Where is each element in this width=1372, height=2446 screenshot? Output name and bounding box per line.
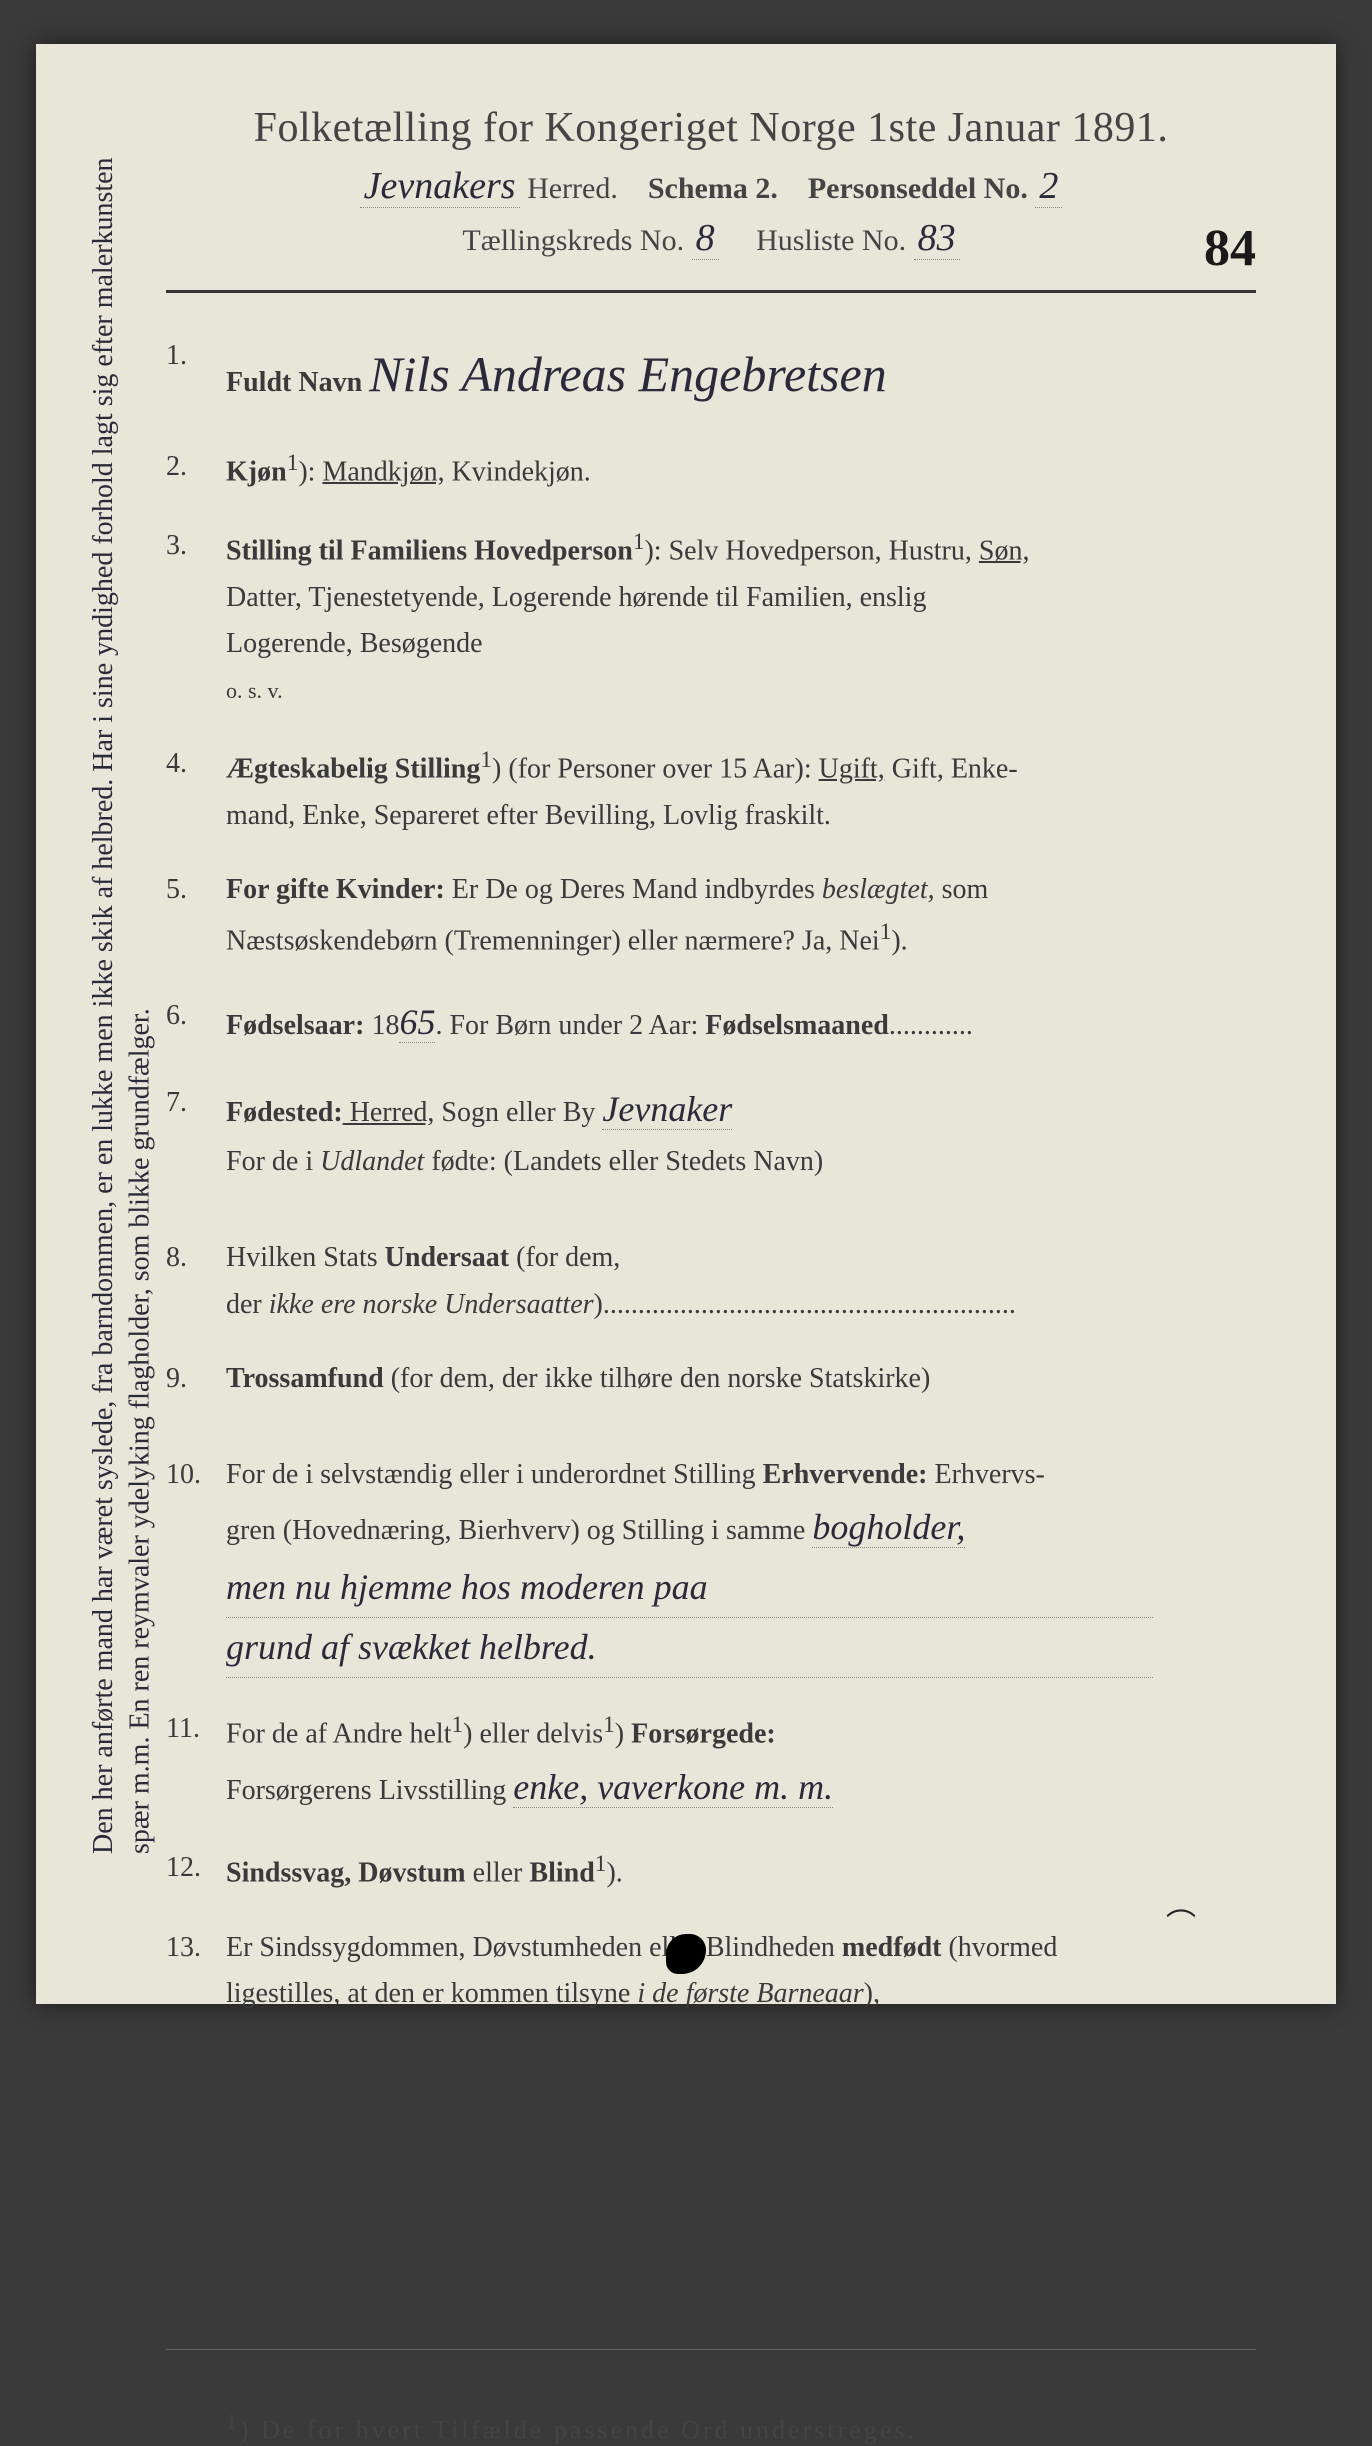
item-14-temp-present: 14. For de kun midlertidigt Tilstedevære… (166, 2097, 1256, 2189)
herred-label: Herred. (527, 172, 618, 205)
sex-selected: Mandkjøn, (322, 456, 444, 487)
page-number-stamp: 84 (1204, 219, 1256, 278)
form-title: Folketælling for Kongeriget Norge 1ste J… (166, 104, 1256, 152)
census-form-page: Den her anførte mand har været syslede, … (36, 44, 1336, 2004)
name-handwritten: Nils Andreas Engebretsen (369, 346, 887, 402)
occupation-hw2: men nu hjemme hos moderen paa (226, 1558, 1153, 1618)
taellingskreds-num: 8 (692, 217, 719, 260)
header-line-1: Jevnakers Herred. Schema 2. Personseddel… (166, 164, 1256, 208)
item-12-disability: 12. Sindssvag, Døvstum eller Blind1). (166, 1845, 1256, 1897)
footnote-divider (166, 2349, 1256, 2350)
taellingskreds-label: Tællingskreds No. (462, 224, 684, 257)
personseddel-num: 2 (1035, 165, 1062, 208)
occupation-hw1: bogholder, (812, 1507, 965, 1548)
birthplace-handwritten: Jevnaker (602, 1089, 732, 1130)
margin-handwriting: Den her anførte mand har været syslede, … (86, 154, 159, 1854)
item-8-citizenship: 8. Hvilken Stats Undersaat (for dem, der… (166, 1235, 1256, 1327)
item-9-religion: 9. Trossamfund (for dem, der ikke tilhør… (166, 1356, 1256, 1402)
occupation-hw3: grund af svækket helbred. (226, 1618, 1153, 1678)
relation-selected: Søn, (979, 535, 1030, 566)
header-divider (166, 290, 1256, 293)
husliste-label: Husliste No. (756, 224, 906, 257)
form-header: Folketælling for Kongeriget Norge 1ste J… (166, 104, 1256, 260)
item-13-congenital: 13. Er Sindssygdommen, Døvstumheden elle… (166, 1925, 1256, 2069)
header-line-2: Tællingskreds No. 8 Husliste No. 83 (166, 216, 1256, 260)
item-7-birthplace: 7. Fødested: Herred, Sogn eller By Jevna… (166, 1080, 1256, 1186)
item-10-occupation: 10. For de i selvstændig eller i underor… (166, 1452, 1256, 1678)
birthyear-handwritten: 65 (399, 1002, 435, 1043)
item-1-name: 1. Fuldt Navn Nils Andreas Engebretsen (166, 333, 1256, 416)
item-3-relation: 3. Stilling til Familiens Hovedperson1):… (166, 523, 1256, 713)
husliste-num: 83 (914, 217, 960, 260)
item-2-sex: 2. Kjøn1): Mandkjøn, Kvindekjøn. (166, 444, 1256, 496)
footnote: 1) De for hvert Tilfælde passende Ord un… (166, 2410, 1256, 2446)
small-mark: ⌒ (1166, 1900, 1196, 1944)
personseddel-label: Personseddel No. (808, 172, 1028, 205)
item-5-married-women: 5. For gifte Kvinder: Er De og Deres Man… (166, 867, 1256, 965)
herred-handwritten: Jevnakers (360, 165, 520, 208)
item-4-marital: 4. Ægteskabelig Stilling1) (for Personer… (166, 741, 1256, 839)
marital-selected: Ugift, (819, 753, 885, 784)
supporter-hw: enke, vaverkone m. m. (513, 1767, 833, 1808)
form-items: 1. Fuldt Navn Nils Andreas Engebretsen 2… (166, 333, 1256, 2309)
item-15-temp-absent: 15. For de midlertidigt Fraværende: anta… (166, 2217, 1256, 2309)
item-6-birthyear: 6. Fødselsaar: 1865. For Børn under 2 Aa… (166, 993, 1256, 1052)
item-11-supported: 11. For de af Andre helt1) eller delvis1… (166, 1706, 1256, 1817)
schema-label: Schema 2. (648, 172, 778, 205)
